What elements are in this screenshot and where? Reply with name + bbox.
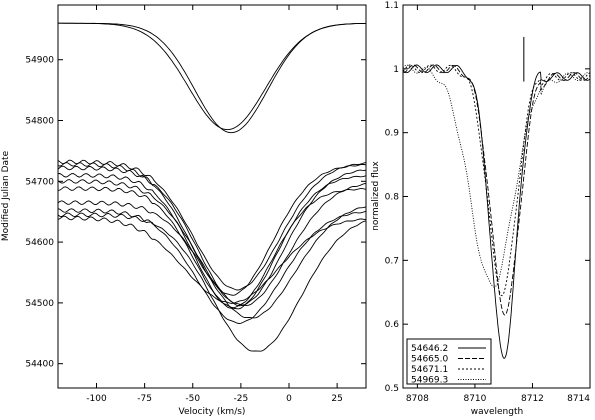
left-y-ticks: 54400 54500 54600 54700 54800 54900: [25, 56, 366, 370]
left-profile-line: [57, 215, 367, 304]
right-y-tick-label: 0.5: [385, 384, 399, 394]
left-y-tick-label: 54600: [25, 238, 54, 248]
left-profile-line: [57, 159, 367, 291]
left-profile-line: [57, 173, 367, 310]
left-profile-line: [58, 22, 366, 134]
left-x-tick-label: -50: [185, 394, 200, 404]
right-y-tick-label: 1.1: [385, 1, 399, 11]
left-profile-line: [57, 186, 367, 309]
left-y-tick-label: 54500: [25, 299, 54, 309]
flux-panel: 8708 8710 8712 8714 0.5 0.6 0.7 0.8 0.9 1 1.1 wav…: [371, 1, 591, 417]
left-profile-line: [57, 212, 367, 352]
left-profile-line: [58, 22, 366, 131]
left-profile-line: [57, 179, 367, 307]
right-flux-line: [402, 64, 591, 316]
right-flux-line: [402, 64, 591, 359]
right-curves: [402, 64, 591, 359]
left-x-tick-label: 0: [286, 394, 292, 404]
legend-label: 54969.3: [411, 376, 448, 386]
legend-box: [406, 338, 492, 385]
right-y-tick-label: 0.9: [385, 129, 400, 139]
right-y-tick-label: 0.8: [385, 193, 400, 203]
right-y-ticks: 0.5 0.6 0.7 0.8 0.9 1 1.1: [385, 1, 590, 394]
legend-label: 54646.2: [411, 344, 448, 354]
velocity-panel: -100 -75 -50 -25 0 25 54400 54500 54600 54700 548…: [1, 4, 367, 417]
left-x-tick-label: -25: [234, 394, 249, 404]
legend-label: 54671.1: [411, 365, 448, 375]
right-y-tick-label: 0.6: [385, 320, 400, 330]
legend-label: 54665.0: [411, 355, 448, 365]
right-x-ticks: 8708 8710 8712 8714: [406, 5, 591, 404]
right-x-tick-label: 8710: [463, 394, 486, 404]
left-y-tick-label: 54900: [25, 56, 54, 66]
right-y-axis-label: normalized flux: [371, 161, 381, 231]
right-x-tick-label: 8714: [567, 394, 590, 404]
left-profile-line: [57, 165, 367, 306]
left-x-tick-label: -75: [137, 394, 152, 404]
left-curves: [57, 22, 367, 352]
right-x-tick-label: 8708: [406, 394, 429, 404]
left-x-tick-label: -100: [86, 394, 107, 404]
right-x-axis-label: wavelength: [471, 407, 523, 417]
right-flux-line: [402, 64, 591, 297]
left-plot-frame: [57, 4, 367, 389]
left-y-tick-label: 54400: [25, 360, 54, 370]
left-profile-line: [57, 200, 367, 319]
left-profile-line: [57, 208, 367, 324]
right-y-tick-label: 1: [393, 65, 399, 75]
left-x-ticks: -100 -75 -50 -25 0 25: [86, 5, 343, 404]
left-x-tick-label: 25: [331, 394, 342, 404]
left-y-axis-label: Modified Julian Date: [1, 150, 11, 241]
right-flux-line: [402, 64, 591, 288]
left-y-tick-label: 54800: [25, 117, 54, 127]
right-y-tick-label: 0.7: [385, 256, 399, 266]
left-y-tick-label: 54700: [25, 177, 54, 187]
left-x-axis-label: Velocity (km/s): [179, 407, 246, 417]
right-x-tick-label: 8712: [521, 394, 544, 404]
right-plot-frame: [402, 4, 591, 389]
